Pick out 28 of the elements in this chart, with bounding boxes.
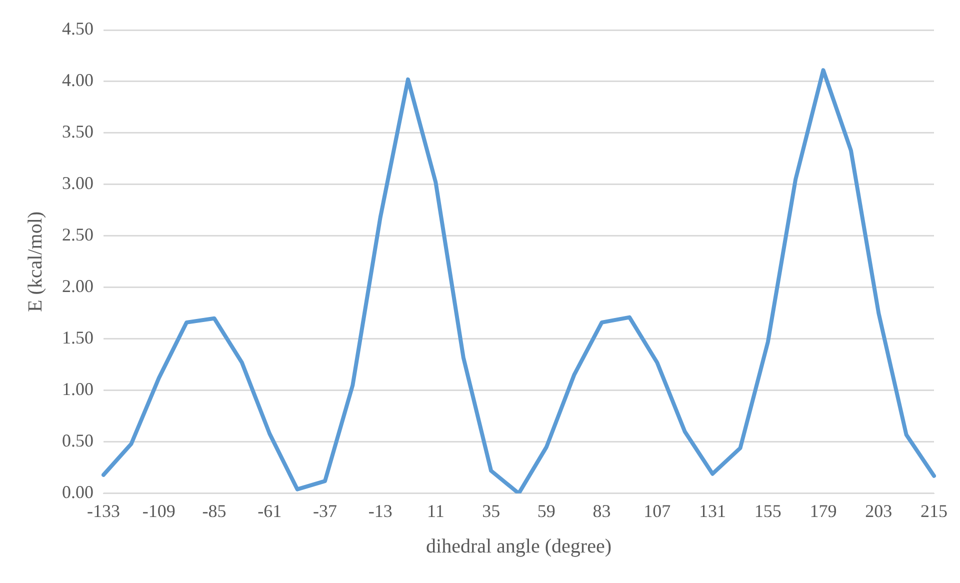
y-tick-label: 1.00	[62, 379, 94, 400]
x-tick-label: 35	[482, 500, 500, 521]
y-tick-label: 4.00	[62, 70, 94, 90]
x-tick-label: -109	[142, 500, 176, 521]
y-tick-label: 4.50	[62, 18, 94, 39]
y-tick-label: 3.00	[62, 173, 94, 194]
y-tick-label: 0.00	[62, 482, 94, 502]
x-tick-label: 107	[644, 500, 671, 521]
x-tick-label: -61	[258, 500, 282, 521]
x-tick-label: -85	[202, 500, 226, 521]
x-tick-label: -133	[87, 500, 120, 521]
x-tick-label: -13	[368, 500, 392, 521]
x-tick-label: -37	[312, 500, 337, 521]
x-tick-label: 203	[865, 500, 892, 521]
x-tick-label: 155	[754, 500, 782, 521]
y-tick-label: 2.00	[62, 276, 94, 296]
x-tick-label: 215	[920, 500, 948, 521]
x-axis-title: dihedral angle (degree)	[426, 535, 612, 558]
y-tick-label: 2.50	[62, 224, 94, 245]
y-tick-label: 0.50	[62, 430, 94, 451]
x-tick-label: 179	[810, 500, 837, 521]
x-tick-label: 83	[592, 500, 611, 521]
y-axis-title: E (kcal/mol)	[24, 211, 46, 312]
x-tick-label: 11	[427, 500, 444, 521]
x-tick-label: 59	[537, 500, 556, 521]
y-tick-label: 3.50	[62, 122, 94, 142]
y-tick-label: 1.50	[62, 328, 94, 348]
x-tick-label: 131	[699, 500, 726, 521]
